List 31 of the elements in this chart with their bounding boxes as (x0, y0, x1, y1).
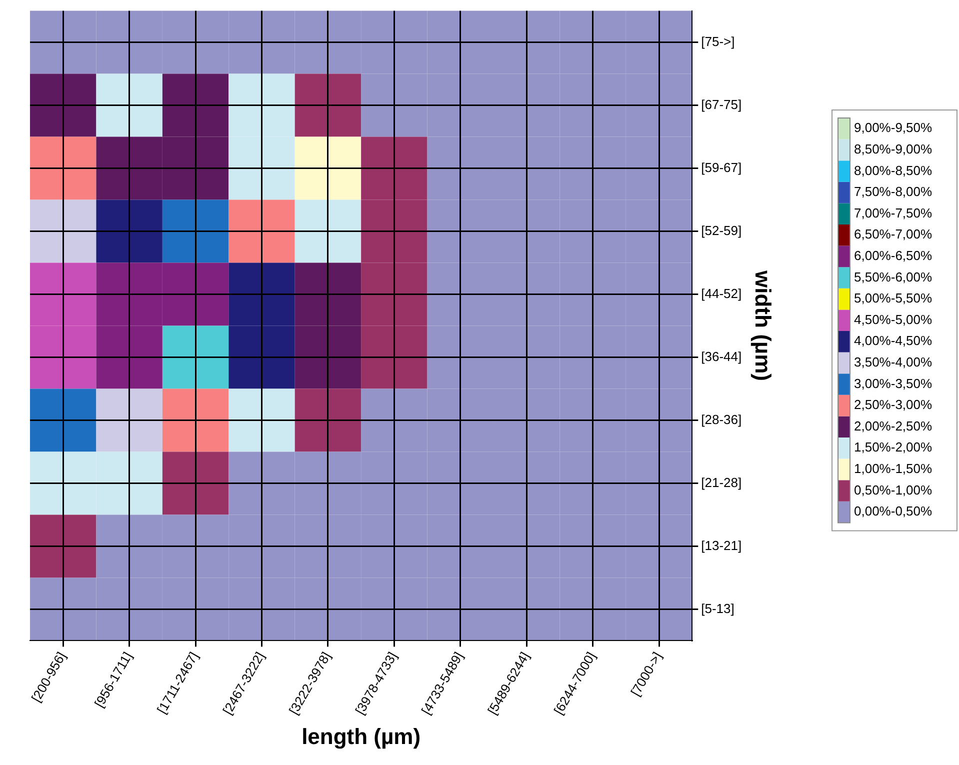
color-bar-label: 8,50%-9,00% (854, 142, 932, 157)
y-tick-label: [21-28] (701, 474, 742, 490)
color-bar-label: 5,00%-5,50% (854, 290, 932, 306)
color-bar-label: 7,00%-7,50% (854, 205, 932, 220)
y-tick-label: [52-59] (701, 222, 742, 238)
y-tick-label: [5-13] (701, 600, 734, 616)
y-tick-label: [28-36] (701, 412, 742, 427)
color-bar-label: 6,50%-7,00% (854, 226, 932, 242)
color-bar-label: 3,00%-3,50% (854, 376, 932, 391)
color-bar-label: 0,00%-0,50% (854, 504, 932, 519)
color-bar-label: 2,00%-2,50% (854, 418, 932, 434)
y-tick-label: [44-52] (701, 286, 742, 301)
y-tick-label: [59-67] (701, 160, 742, 175)
y-tick-label: [13-21] (701, 538, 742, 553)
color-bar-label: 6,00%-6,50% (854, 248, 932, 264)
color-bar-label: 1,00%-1,50% (854, 461, 932, 476)
y-tick-label: [75->] (701, 34, 735, 49)
color-bar-label: 5,50%-6,00% (854, 269, 932, 284)
color-bar-label: 1,50%-2,00% (854, 440, 932, 455)
x-axis-title: length (µm) (302, 724, 421, 749)
color-bar-label: 0,50%-1,00% (854, 482, 932, 498)
color-bar-label: 4,00%-4,50% (854, 333, 932, 348)
color-bar-label: 2,50%-3,00% (854, 397, 932, 412)
color-bar-label: 3,50%-4,00% (854, 354, 932, 370)
y-axis-title: width (µm) (750, 270, 776, 381)
color-bar-label: 7,50%-8,00% (854, 184, 932, 200)
color-bar-label: 9,00%-9,50% (854, 120, 932, 136)
y-tick-label: [36-44] (701, 348, 742, 364)
y-tick-label: [67-75] (701, 96, 742, 112)
color-bar-label: 4,50%-5,00% (854, 312, 932, 327)
color-bar-label: 8,00%-8,50% (854, 162, 932, 178)
